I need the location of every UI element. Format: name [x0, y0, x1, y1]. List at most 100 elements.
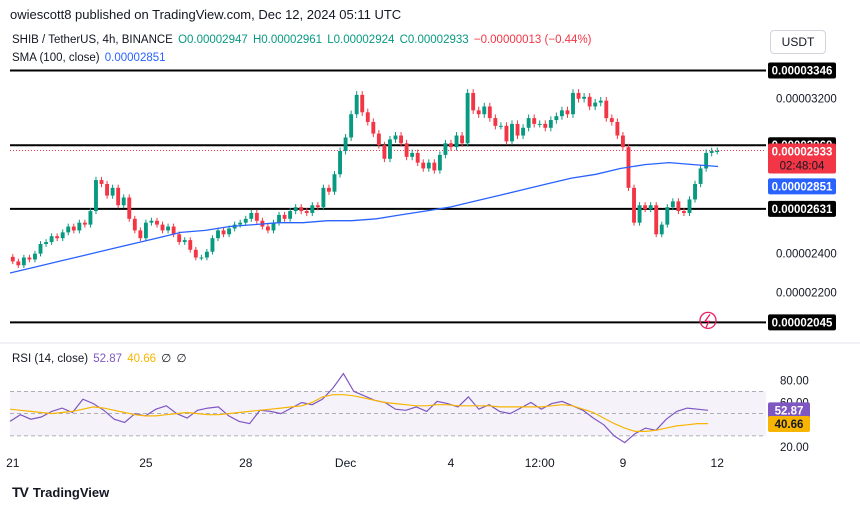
x-axis-label: 28 — [239, 456, 253, 470]
candle-body — [27, 257, 32, 260]
candle-body — [49, 236, 54, 243]
rsi-label[interactable]: RSI (14, close) — [12, 353, 89, 365]
candle-body — [493, 118, 498, 126]
candle-body — [193, 249, 198, 258]
candle-body — [21, 257, 26, 266]
candle-body — [88, 211, 93, 225]
rsi-tag-bg — [768, 402, 810, 419]
candle-body — [654, 205, 659, 235]
candle-body — [471, 92, 476, 111]
x-axis-label: 9 — [620, 456, 627, 470]
candle-body — [615, 121, 620, 136]
candle-body — [371, 121, 376, 134]
tradingview-logo: TV — [12, 484, 29, 500]
x-axis-label: 25 — [139, 456, 153, 470]
candle-body — [315, 205, 320, 208]
candle-body — [149, 220, 154, 223]
candle-body — [55, 236, 60, 239]
candle-body — [332, 174, 337, 192]
tradingview-footer[interactable]: TV TradingView — [12, 484, 109, 500]
candle-body — [33, 253, 37, 260]
candle-body — [432, 162, 437, 171]
x-axis-label: 4 — [448, 456, 455, 470]
candle-body — [698, 168, 703, 184]
high-value: H0.00002961 — [252, 34, 323, 46]
candle-body — [182, 240, 187, 243]
sma-legend: SMA (100, close) 0.00002851 — [12, 52, 168, 64]
sma-tag-label: 0.00002851 — [772, 181, 833, 193]
candle-body — [271, 222, 276, 231]
candle-body — [449, 143, 453, 148]
candle-body — [465, 92, 470, 144]
lightning-bolt — [703, 314, 711, 328]
candle-body — [476, 110, 481, 115]
candle-body — [559, 110, 564, 117]
candle-body — [327, 187, 331, 192]
candle-body — [249, 212, 254, 219]
level-tag-bg — [768, 200, 836, 217]
candle-body — [487, 106, 492, 119]
candle-body — [704, 152, 709, 169]
price-axis-label: 0.00002200 — [776, 287, 837, 299]
lightning-icon — [699, 311, 717, 330]
rsi-line — [9, 372, 709, 444]
sma-label[interactable]: SMA (100, close) — [12, 52, 100, 64]
level-tag-label: 0.00003346 — [772, 65, 833, 77]
candle-body — [77, 222, 82, 231]
candle-body — [254, 212, 259, 221]
level-tag: 0.00002045 — [768, 314, 836, 331]
sma-line — [9, 161, 719, 274]
candle-body — [632, 187, 636, 223]
candle-body — [404, 143, 409, 157]
tradingview-brand: TradingView — [32, 484, 110, 500]
candle-body — [310, 205, 315, 213]
candle-body — [132, 218, 137, 231]
candle-body — [210, 238, 215, 252]
candle-body — [587, 96, 592, 107]
rsi-tag-label: 52.87 — [775, 405, 804, 417]
candle-body — [16, 261, 21, 266]
currency-button[interactable]: USDT — [770, 30, 826, 54]
candle-body — [426, 162, 431, 169]
candle-body — [143, 222, 148, 239]
candle-body — [687, 199, 692, 213]
last-price-tag-bg — [768, 143, 836, 174]
level-tag-bg — [768, 62, 836, 79]
candle-body — [227, 228, 232, 235]
candle-body — [565, 110, 570, 115]
countdown-label: 02:48:04 — [780, 160, 825, 172]
rsi-axis-label: 80.00 — [780, 375, 809, 387]
candle-body — [66, 226, 71, 233]
candle-body — [576, 92, 581, 99]
candle-body — [388, 139, 392, 159]
candle-body — [543, 123, 548, 128]
candle-body — [676, 201, 681, 212]
candle-body — [593, 102, 598, 107]
candle-body — [532, 118, 537, 124]
candle-body — [620, 135, 625, 148]
candle-body — [282, 214, 287, 219]
candle-body — [138, 230, 143, 239]
sma-tag-bg — [768, 178, 836, 195]
candle-body — [393, 135, 398, 140]
candle-body — [338, 151, 342, 175]
candle-body — [94, 180, 98, 212]
rsi-ma-tag-label: 40.66 — [775, 419, 804, 431]
candle-body — [693, 183, 697, 200]
symbol-label[interactable]: SHIB / TetherUS, 4h, BINANCE — [12, 34, 173, 46]
candle-body — [221, 230, 226, 235]
candle-body — [160, 224, 165, 231]
price-axis-label: 0.00002400 — [776, 249, 837, 261]
candle-body — [365, 112, 370, 122]
candle-body — [537, 123, 542, 125]
candle-body — [515, 123, 520, 136]
x-axis-label: 21 — [6, 456, 20, 470]
candle-body — [360, 94, 365, 113]
candle-body — [10, 256, 15, 262]
candle-body — [105, 183, 110, 196]
candle-body — [548, 120, 553, 128]
candle-body — [238, 222, 243, 225]
rsi-empty-1: ∅ — [161, 353, 172, 365]
rsi-ma-value: 40.66 — [127, 353, 157, 365]
